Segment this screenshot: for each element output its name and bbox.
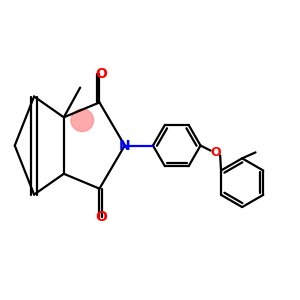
Text: O: O [210, 146, 221, 160]
Text: O: O [95, 67, 107, 81]
Text: O: O [95, 210, 107, 224]
Text: N: N [119, 139, 130, 152]
Circle shape [71, 109, 94, 132]
